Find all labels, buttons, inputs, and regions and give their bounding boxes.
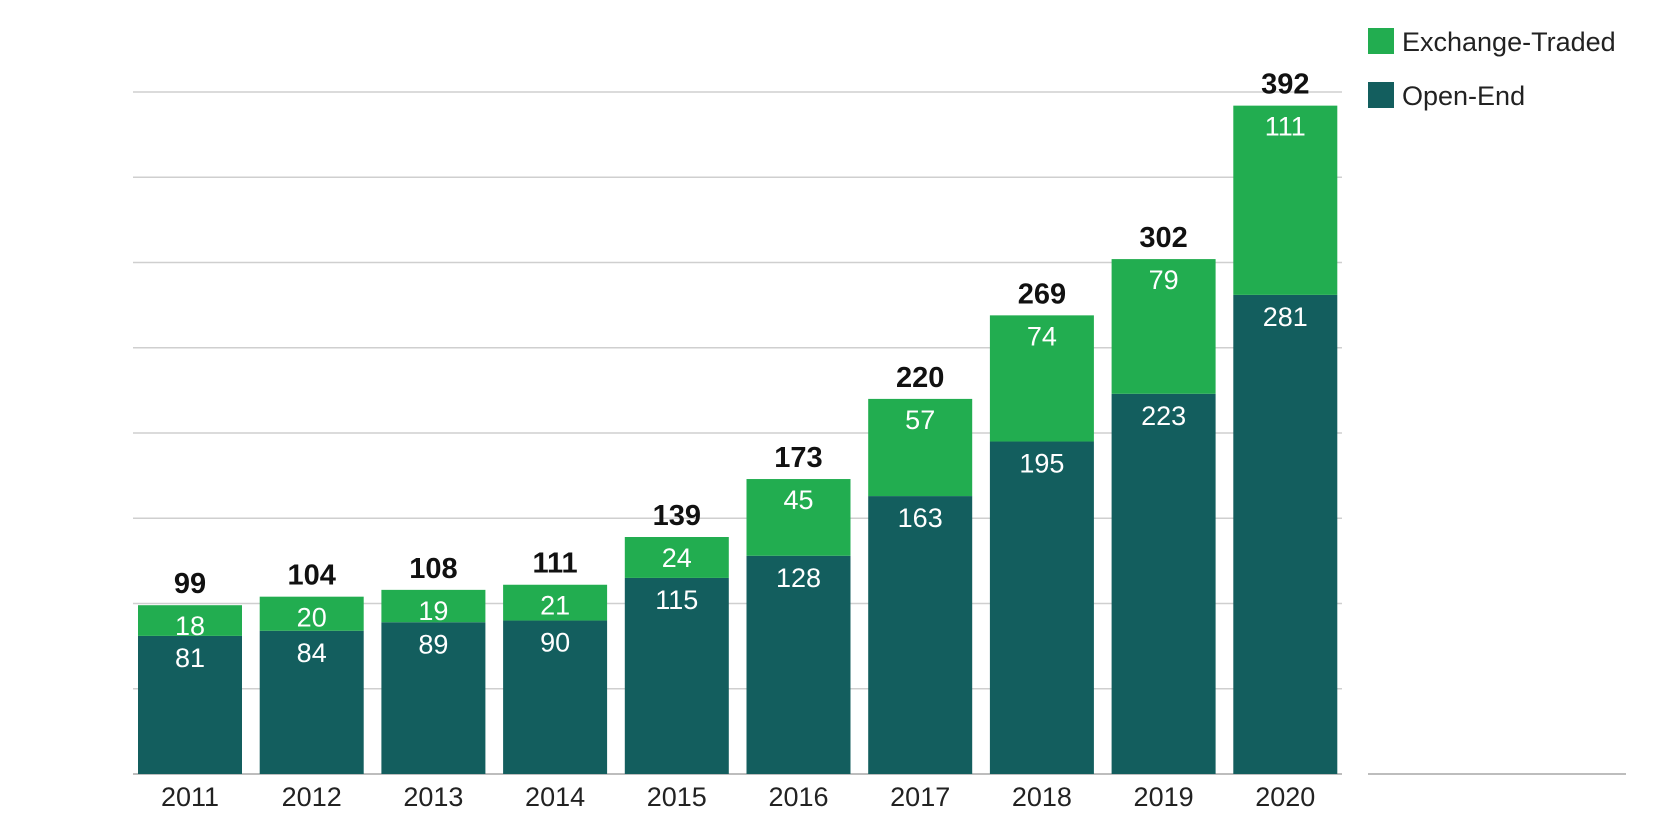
data-label-open-end: 89 — [418, 629, 448, 659]
data-label-exchange-traded: 20 — [297, 603, 327, 633]
x-tick-label: 2013 — [403, 782, 463, 812]
x-tick-label: 2014 — [525, 782, 585, 812]
data-label-open-end: 81 — [175, 643, 205, 673]
data-label-exchange-traded: 45 — [783, 485, 813, 515]
data-label-exchange-traded: 18 — [175, 611, 205, 641]
data-label-total: 220 — [896, 362, 944, 394]
data-label-total: 99 — [174, 568, 206, 600]
data-label-open-end: 90 — [540, 628, 570, 658]
bar-exchange-traded — [381, 589, 486, 623]
data-label-exchange-traded: 79 — [1149, 265, 1179, 295]
data-label-total: 104 — [288, 560, 336, 592]
x-tick-label: 2018 — [1012, 782, 1072, 812]
x-tick-label: 2016 — [768, 782, 828, 812]
bar-exchange-traded — [1111, 259, 1216, 394]
bar-open-end — [868, 496, 973, 774]
x-tick-label: 2011 — [161, 782, 219, 812]
bar-open-end — [989, 441, 1094, 774]
legend-label: Exchange-Traded — [1402, 27, 1616, 57]
data-label-exchange-traded: 111 — [1265, 112, 1306, 142]
bar-exchange-traded — [259, 596, 364, 631]
data-label-exchange-traded: 19 — [418, 596, 448, 626]
data-label-exchange-traded: 21 — [540, 591, 570, 621]
bar-exchange-traded — [503, 584, 608, 621]
data-label-total: 269 — [1018, 278, 1066, 310]
x-tick-label: 2020 — [1255, 782, 1315, 812]
bar-exchange-traded — [1233, 105, 1338, 295]
bar-open-end — [503, 620, 608, 774]
legend-swatch — [1368, 28, 1394, 54]
legend: Exchange-Traded Open-End — [1368, 27, 1616, 111]
bar-exchange-traded — [868, 398, 973, 497]
data-label-open-end: 84 — [297, 638, 327, 668]
bar-open-end — [138, 635, 242, 774]
data-label-open-end: 128 — [776, 563, 821, 593]
bar-open-end — [624, 577, 729, 774]
data-label-total: 302 — [1139, 222, 1187, 254]
bar-exchange-traded — [746, 479, 851, 556]
x-axis: 2011 2012 2013 2014 2015 2016 2017 2018 2019 2020 — [161, 782, 1315, 812]
data-label-total: 392 — [1261, 69, 1309, 101]
data-label-total: 139 — [653, 500, 701, 532]
bar-open-end — [381, 622, 486, 774]
data-label-exchange-traded: 24 — [662, 543, 692, 573]
bar-open-end — [746, 555, 851, 774]
data-label-open-end: 281 — [1263, 302, 1308, 332]
bar-exchange-traded — [989, 315, 1094, 442]
bar-exchange-traded — [624, 537, 729, 578]
data-label-open-end: 163 — [898, 503, 943, 533]
data-label-open-end: 223 — [1141, 401, 1186, 431]
data-label-exchange-traded: 74 — [1027, 321, 1057, 351]
data-label-open-end: 195 — [1019, 449, 1064, 479]
data-label-total: 108 — [409, 553, 457, 585]
x-tick-label: 2015 — [647, 782, 707, 812]
bar-open-end — [259, 630, 364, 774]
data-label-total: 111 — [533, 548, 578, 580]
data-label-exchange-traded: 57 — [905, 405, 935, 435]
legend-label: Open-End — [1402, 81, 1525, 111]
bar-open-end — [1233, 294, 1338, 774]
data-label-open-end: 115 — [655, 585, 698, 615]
bar-open-end — [1111, 393, 1216, 774]
x-tick-label: 2012 — [282, 782, 342, 812]
data-label-total: 173 — [774, 442, 822, 474]
x-tick-label: 2017 — [890, 782, 950, 812]
x-tick-label: 2019 — [1134, 782, 1194, 812]
legend-swatch — [1368, 82, 1394, 108]
bar-exchange-traded — [138, 605, 242, 636]
